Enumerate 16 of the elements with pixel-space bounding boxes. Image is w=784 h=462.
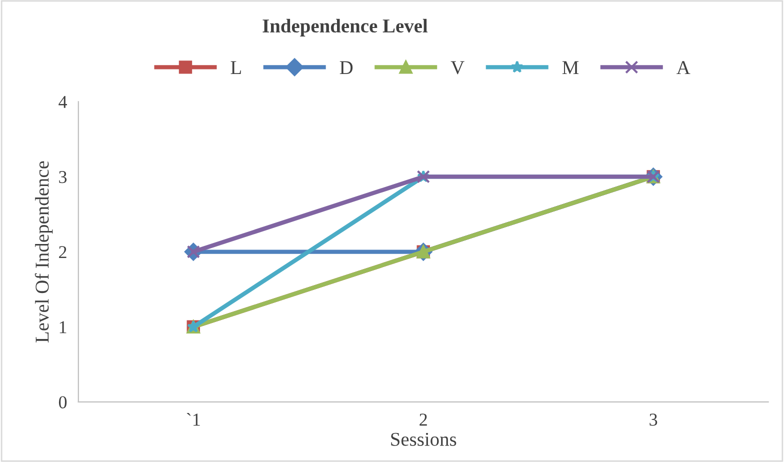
x-axis-title: Sessions bbox=[391, 432, 456, 446]
y-tick-label: 0 bbox=[58, 396, 67, 408]
legend-label: L bbox=[230, 61, 241, 74]
legend-label: M bbox=[562, 61, 579, 74]
y-tick-label: 4 bbox=[58, 96, 68, 108]
y-tick-label: 2 bbox=[59, 246, 66, 258]
chart-title: Independence Level bbox=[262, 18, 428, 36]
y-axis-title: Level Of Independence bbox=[34, 161, 53, 342]
y-tick-label: 3 bbox=[59, 171, 67, 184]
y-tick-label: 1 bbox=[60, 321, 66, 334]
x-tick-label: 2 bbox=[420, 414, 427, 426]
x-tick-label: 3 bbox=[650, 414, 658, 426]
legend-label: A bbox=[676, 61, 690, 74]
legend-label: D bbox=[340, 61, 353, 74]
x-tick-label: `1 bbox=[186, 413, 200, 426]
legend-label: V bbox=[450, 61, 464, 74]
